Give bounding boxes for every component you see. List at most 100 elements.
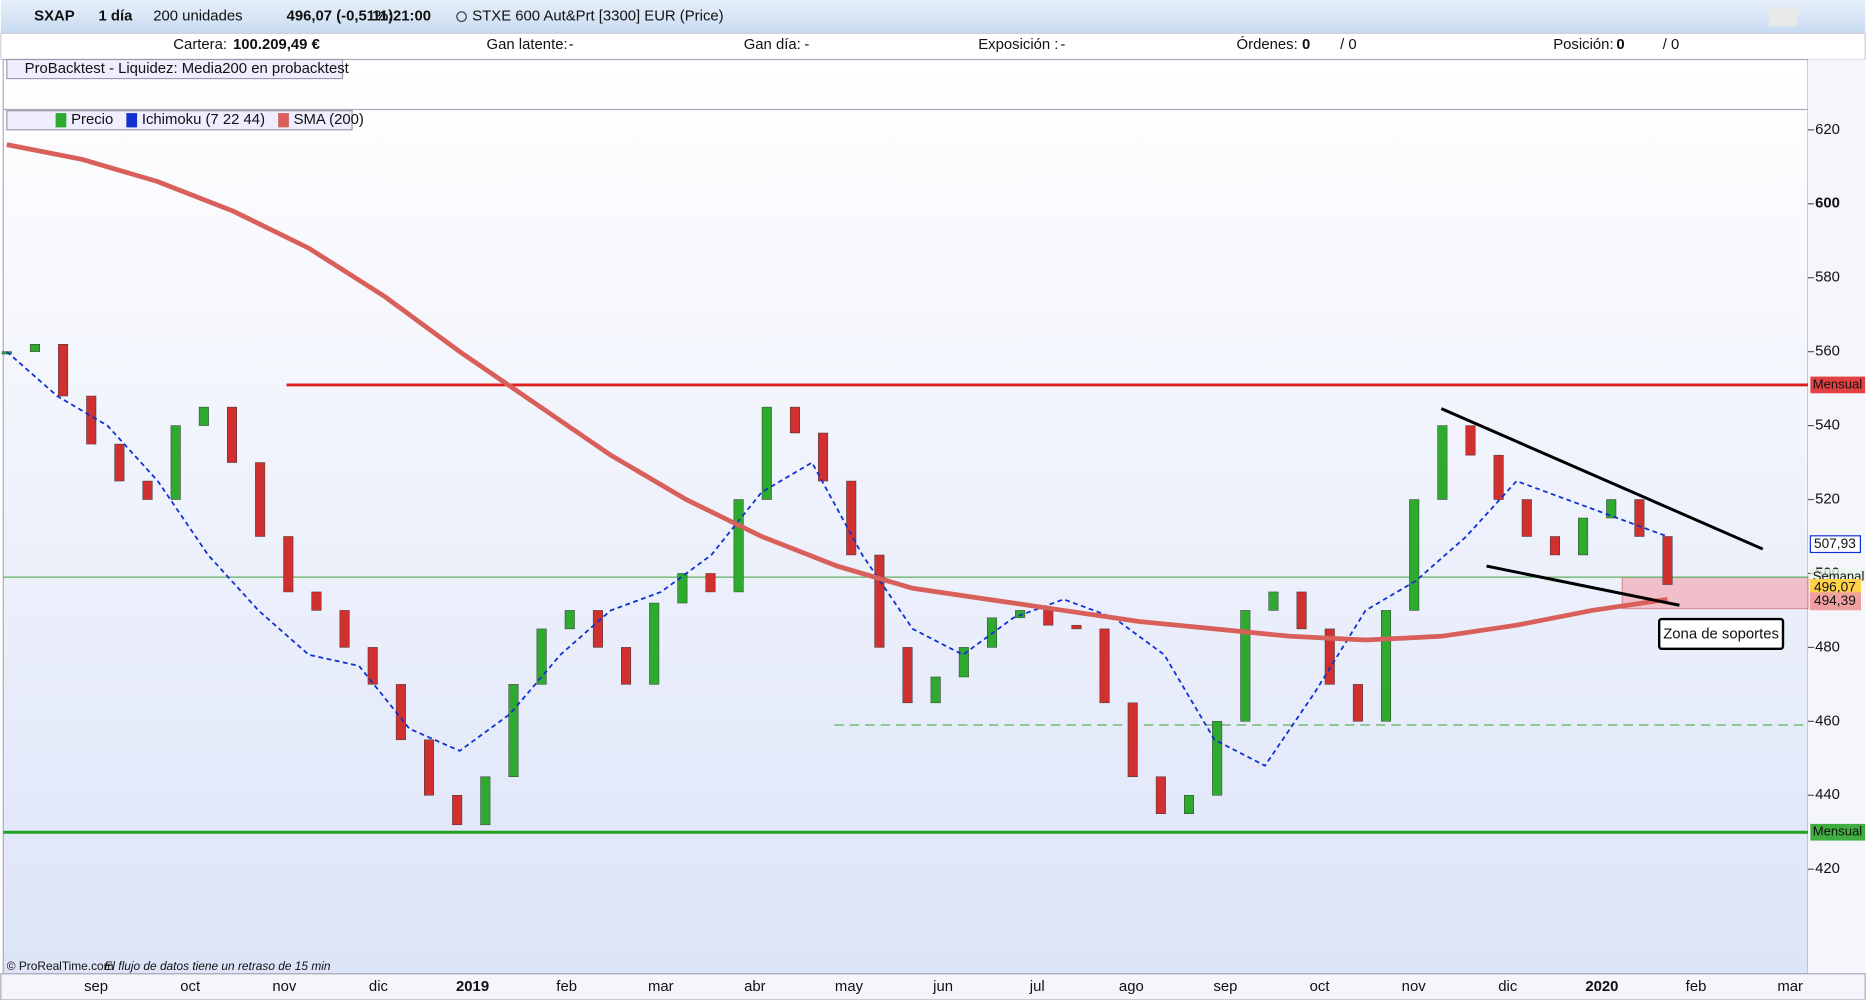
candle xyxy=(621,647,632,685)
backtest-box[interactable] xyxy=(6,58,344,80)
candle xyxy=(1352,684,1363,722)
candle xyxy=(86,395,97,445)
y-tick-label: 460 xyxy=(1815,713,1840,729)
candle xyxy=(142,480,153,500)
candle xyxy=(958,647,969,678)
series-line xyxy=(6,142,1668,643)
legend-swatch xyxy=(278,113,289,128)
candle xyxy=(1268,591,1279,611)
plot-area xyxy=(2,58,1809,975)
x-tick-label: sep xyxy=(1213,979,1237,995)
y-axis xyxy=(1808,59,1866,974)
x-tick-label: 2019 xyxy=(456,979,489,995)
label: Cartera: xyxy=(173,37,227,53)
label: STXE 600 Aut&Prt [3300] EUR (Price) xyxy=(472,9,723,25)
annotation-box xyxy=(1658,617,1785,650)
price-tag xyxy=(1809,535,1861,554)
candle xyxy=(424,739,435,796)
y-tick-label: 480 xyxy=(1815,639,1840,655)
candle xyxy=(1043,610,1054,626)
y-tick-label: 440 xyxy=(1815,787,1840,803)
candle xyxy=(1155,776,1166,814)
candle xyxy=(1240,610,1251,722)
label: 0 xyxy=(1302,37,1310,53)
label[interactable]: 200 unidades xyxy=(153,9,242,25)
label: El flujo de datos tiene un retraso de 15… xyxy=(104,959,330,973)
candle xyxy=(170,425,181,500)
candle xyxy=(789,406,800,434)
price-tag-label: 494,39 xyxy=(1814,593,1856,608)
label[interactable]: ProBacktest - Liquidez: Media200 en prob… xyxy=(25,61,350,77)
refresh-icon[interactable] xyxy=(1768,7,1798,27)
candle xyxy=(1521,499,1532,537)
legend-entry[interactable]: Ichimoku (7 22 44) xyxy=(142,112,265,128)
x-tick-label: mar xyxy=(648,979,674,995)
label: Gan latente: xyxy=(487,37,568,53)
candle xyxy=(902,647,913,704)
candle xyxy=(1127,702,1138,778)
price-tag-label: 507,93 xyxy=(1814,536,1856,551)
candle xyxy=(1549,536,1560,556)
price-tag xyxy=(1809,592,1861,611)
label: 0 xyxy=(1616,37,1624,53)
candle xyxy=(114,443,125,482)
candle xyxy=(29,344,40,352)
candle xyxy=(1634,499,1645,537)
y-tick-label: 620 xyxy=(1815,122,1840,138)
candle xyxy=(874,554,885,648)
x-axis xyxy=(0,973,1866,1001)
candle xyxy=(1606,499,1617,519)
y-tick-label: 580 xyxy=(1815,270,1840,286)
candle xyxy=(395,684,406,741)
label: Posición: xyxy=(1553,37,1613,53)
trendline xyxy=(1440,407,1764,551)
label[interactable]: 1 día xyxy=(98,9,133,25)
candle xyxy=(818,432,829,482)
candle xyxy=(1212,721,1223,796)
series-line xyxy=(6,350,1668,767)
label[interactable]: SXAP xyxy=(34,9,75,25)
support-zone xyxy=(1621,576,1809,610)
candle xyxy=(592,610,603,648)
candle xyxy=(452,795,463,826)
x-tick-label: may xyxy=(835,979,864,995)
label: Gan día: xyxy=(744,37,801,53)
label: / 0 xyxy=(1340,37,1357,53)
candle xyxy=(339,610,350,648)
candle xyxy=(1324,628,1335,685)
candle xyxy=(733,499,744,593)
candle xyxy=(58,344,69,397)
y-tick-label: 560 xyxy=(1815,344,1840,360)
label: - xyxy=(569,37,574,53)
y-tick-label: 540 xyxy=(1815,418,1840,434)
info-bar xyxy=(0,32,1866,61)
legend-entry[interactable]: SMA (200) xyxy=(294,112,364,128)
label: / 0 xyxy=(1663,37,1680,53)
candle xyxy=(1099,628,1110,704)
x-tick-label: oct xyxy=(180,979,201,995)
candle xyxy=(508,684,519,778)
candle xyxy=(1437,425,1448,500)
x-tick-label: dic xyxy=(1498,979,1518,995)
level-label: Mensual xyxy=(1813,376,1863,391)
label: © ProRealTime.com xyxy=(7,959,114,973)
candle xyxy=(1465,425,1476,456)
x-tick-label: sep xyxy=(84,979,108,995)
candle xyxy=(1015,610,1026,619)
level-tag xyxy=(1810,823,1866,841)
annotation: Zona de soportes xyxy=(1663,626,1779,642)
candle xyxy=(705,573,716,593)
level-tag xyxy=(1810,376,1866,394)
x-tick-label: nov xyxy=(272,979,297,995)
candle xyxy=(226,406,237,463)
x-tick-label: jul xyxy=(1029,979,1045,995)
label: 11:21:00 xyxy=(372,9,431,25)
legend-entry[interactable]: Precio xyxy=(71,112,113,128)
candle xyxy=(1578,517,1589,556)
candle xyxy=(367,647,378,685)
label: Órdenes: xyxy=(1237,36,1298,53)
candle xyxy=(1493,454,1504,500)
candle xyxy=(677,573,688,604)
y-tick-label: 520 xyxy=(1815,491,1840,507)
